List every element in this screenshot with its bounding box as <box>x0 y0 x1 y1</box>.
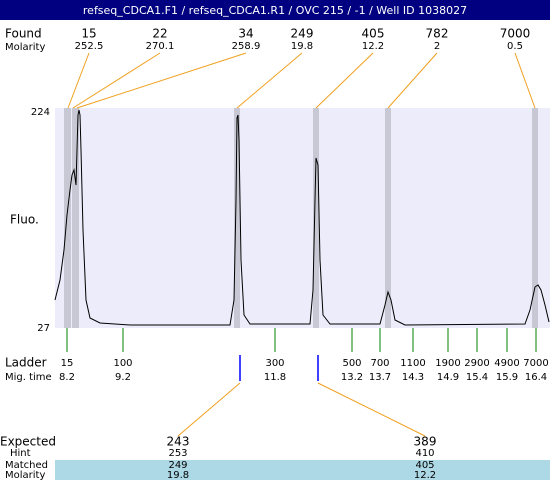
peak-band <box>313 108 319 328</box>
expected-label: Expected <box>0 435 56 449</box>
peak-bands <box>64 108 538 328</box>
found-size: 15 <box>81 27 96 41</box>
mig-time-label: Mig. time <box>5 372 52 383</box>
peak-band <box>385 108 391 328</box>
ladder-size: 100 <box>113 358 132 369</box>
found-connector <box>72 52 161 109</box>
ladder-size: 700 <box>370 358 389 369</box>
match-connector <box>177 382 241 437</box>
matched-row-bg <box>55 460 550 480</box>
found-molarity-label: Molarity <box>5 42 45 53</box>
ladder-time: 11.8 <box>264 372 286 383</box>
found-size: 782 <box>426 27 449 41</box>
y-axis-label: Fluo. <box>10 213 39 227</box>
found-size: 22 <box>152 27 167 41</box>
ladder-time: 13.7 <box>369 372 391 383</box>
ladder-size: 2900 <box>464 358 489 369</box>
expected-size: 389 <box>414 435 437 449</box>
found-connector <box>514 52 536 109</box>
matched-size: 405 <box>415 460 434 471</box>
title: refseq_CDCA1.F1 / refseq_CDCA1.R1 / OVC … <box>83 4 467 17</box>
trace <box>54 109 550 326</box>
found-size: 249 <box>291 27 314 41</box>
found-connector <box>67 52 90 109</box>
found-size: 34 <box>238 27 253 41</box>
found-molarity: 252.5 <box>75 41 104 52</box>
match-connector <box>317 382 426 437</box>
peak-band <box>234 108 240 328</box>
ladder-size: 1100 <box>400 358 425 369</box>
found-molarity: 270.1 <box>146 41 175 52</box>
ladder-size: 1900 <box>435 358 460 369</box>
ladder-size: 300 <box>265 358 284 369</box>
found-connector <box>315 52 374 109</box>
found-molarity: 258.9 <box>232 41 261 52</box>
molarity-label: Molarity <box>5 470 45 480</box>
ladder-size: 15 <box>61 358 74 369</box>
ladder-time: 9.2 <box>115 372 131 383</box>
plot-area <box>55 108 550 328</box>
ladder-time: 15.4 <box>466 372 488 383</box>
found-molarity: 19.8 <box>291 41 313 52</box>
hint-size: 253 <box>168 448 187 459</box>
found-size: 405 <box>362 27 385 41</box>
matched-size: 249 <box>168 460 187 471</box>
hint-label: Hint <box>10 448 31 459</box>
ladder-time: 8.2 <box>59 372 75 383</box>
peak-band <box>532 108 538 328</box>
ladder-time: 16.4 <box>525 372 547 383</box>
found-molarity: 0.5 <box>507 41 523 52</box>
hint-size: 410 <box>415 448 434 459</box>
matched-label: Matched <box>5 460 48 471</box>
ladder-time: 15.9 <box>496 372 518 383</box>
ladder-time: 14.9 <box>437 372 459 383</box>
ladder-label: Ladder <box>5 356 47 370</box>
ladder-size: 500 <box>342 358 361 369</box>
peak-band <box>64 108 71 328</box>
ladder-size: 7000 <box>523 358 548 369</box>
found-label: Found <box>5 27 42 41</box>
found-molarity: 12.2 <box>362 41 384 52</box>
title-bar <box>0 0 550 20</box>
found-size: 7000 <box>500 27 531 41</box>
ladder-time: 13.2 <box>341 372 363 383</box>
peak-band <box>72 108 79 328</box>
y-bottom-label: 27 <box>37 323 50 334</box>
ladder-size: 4900 <box>494 358 519 369</box>
found-connector <box>236 52 303 109</box>
matched-molarity: 19.8 <box>167 470 189 480</box>
expected-size: 243 <box>167 435 190 449</box>
ladder-time: 14.3 <box>402 372 424 383</box>
y-top-label: 224 <box>31 107 50 118</box>
found-connector <box>387 52 438 109</box>
found-connector <box>76 52 247 109</box>
matched-molarity: 12.2 <box>414 470 436 480</box>
found-molarity: 2 <box>434 41 440 52</box>
